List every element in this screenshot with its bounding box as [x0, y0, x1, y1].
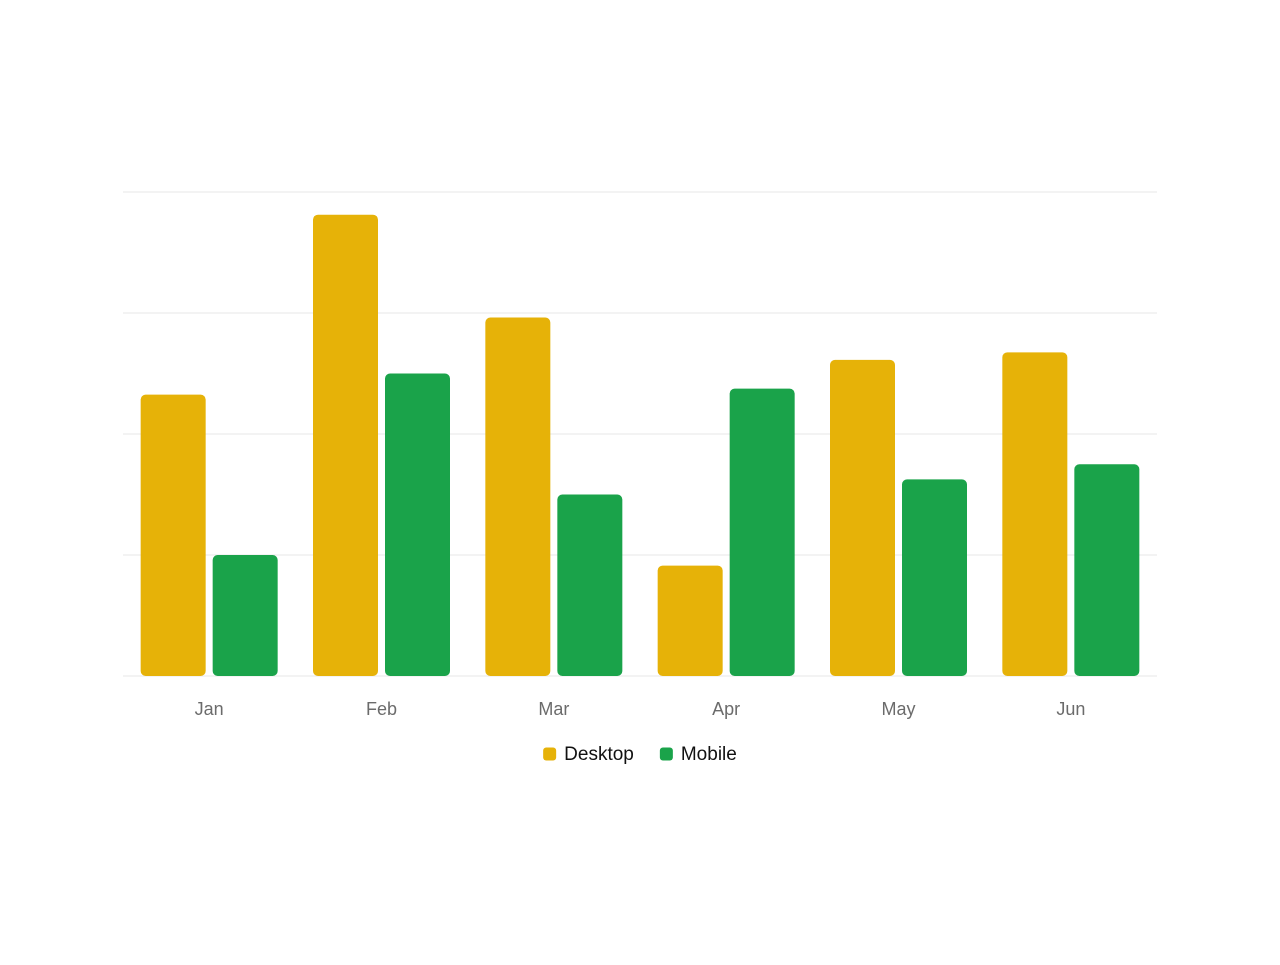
x-axis-ticks: Jan Feb Mar Apr May Jun	[195, 699, 1086, 719]
legend-label-mobile: Mobile	[681, 744, 737, 765]
bar-mobile-may[interactable]	[902, 479, 967, 676]
legend-swatch-desktop	[543, 747, 557, 761]
bar-desktop-may[interactable]	[830, 359, 895, 676]
legend-item-desktop[interactable]: Desktop	[543, 744, 634, 765]
bar-mobile-mar[interactable]	[557, 494, 623, 677]
x-tick-label: Apr	[712, 699, 740, 719]
bar-desktop-jun[interactable]	[1002, 352, 1068, 676]
bar-desktop-feb[interactable]	[313, 214, 378, 676]
bar-mobile-jun[interactable]	[1074, 464, 1140, 676]
bar-desktop-jan[interactable]	[140, 394, 206, 676]
bar-mobile-jan[interactable]	[212, 555, 278, 676]
x-tick-label: Feb	[366, 699, 397, 719]
x-tick-label: Jun	[1056, 699, 1085, 719]
legend-swatch-mobile	[659, 747, 673, 761]
gridlines	[123, 191, 1157, 677]
legend[interactable]: Desktop Mobile	[543, 744, 737, 765]
legend-label-desktop: Desktop	[564, 744, 634, 765]
x-tick-label: May	[881, 699, 915, 719]
bar-mobile-apr[interactable]	[729, 388, 795, 676]
legend-item-mobile[interactable]: Mobile	[659, 744, 737, 765]
bar-desktop-apr[interactable]	[657, 565, 723, 676]
x-tick-label: Jan	[195, 699, 224, 719]
x-tick-label: Mar	[538, 699, 569, 719]
bar-mobile-feb[interactable]	[385, 373, 450, 677]
bar-desktop-mar[interactable]	[485, 317, 551, 676]
bars	[140, 214, 1140, 677]
